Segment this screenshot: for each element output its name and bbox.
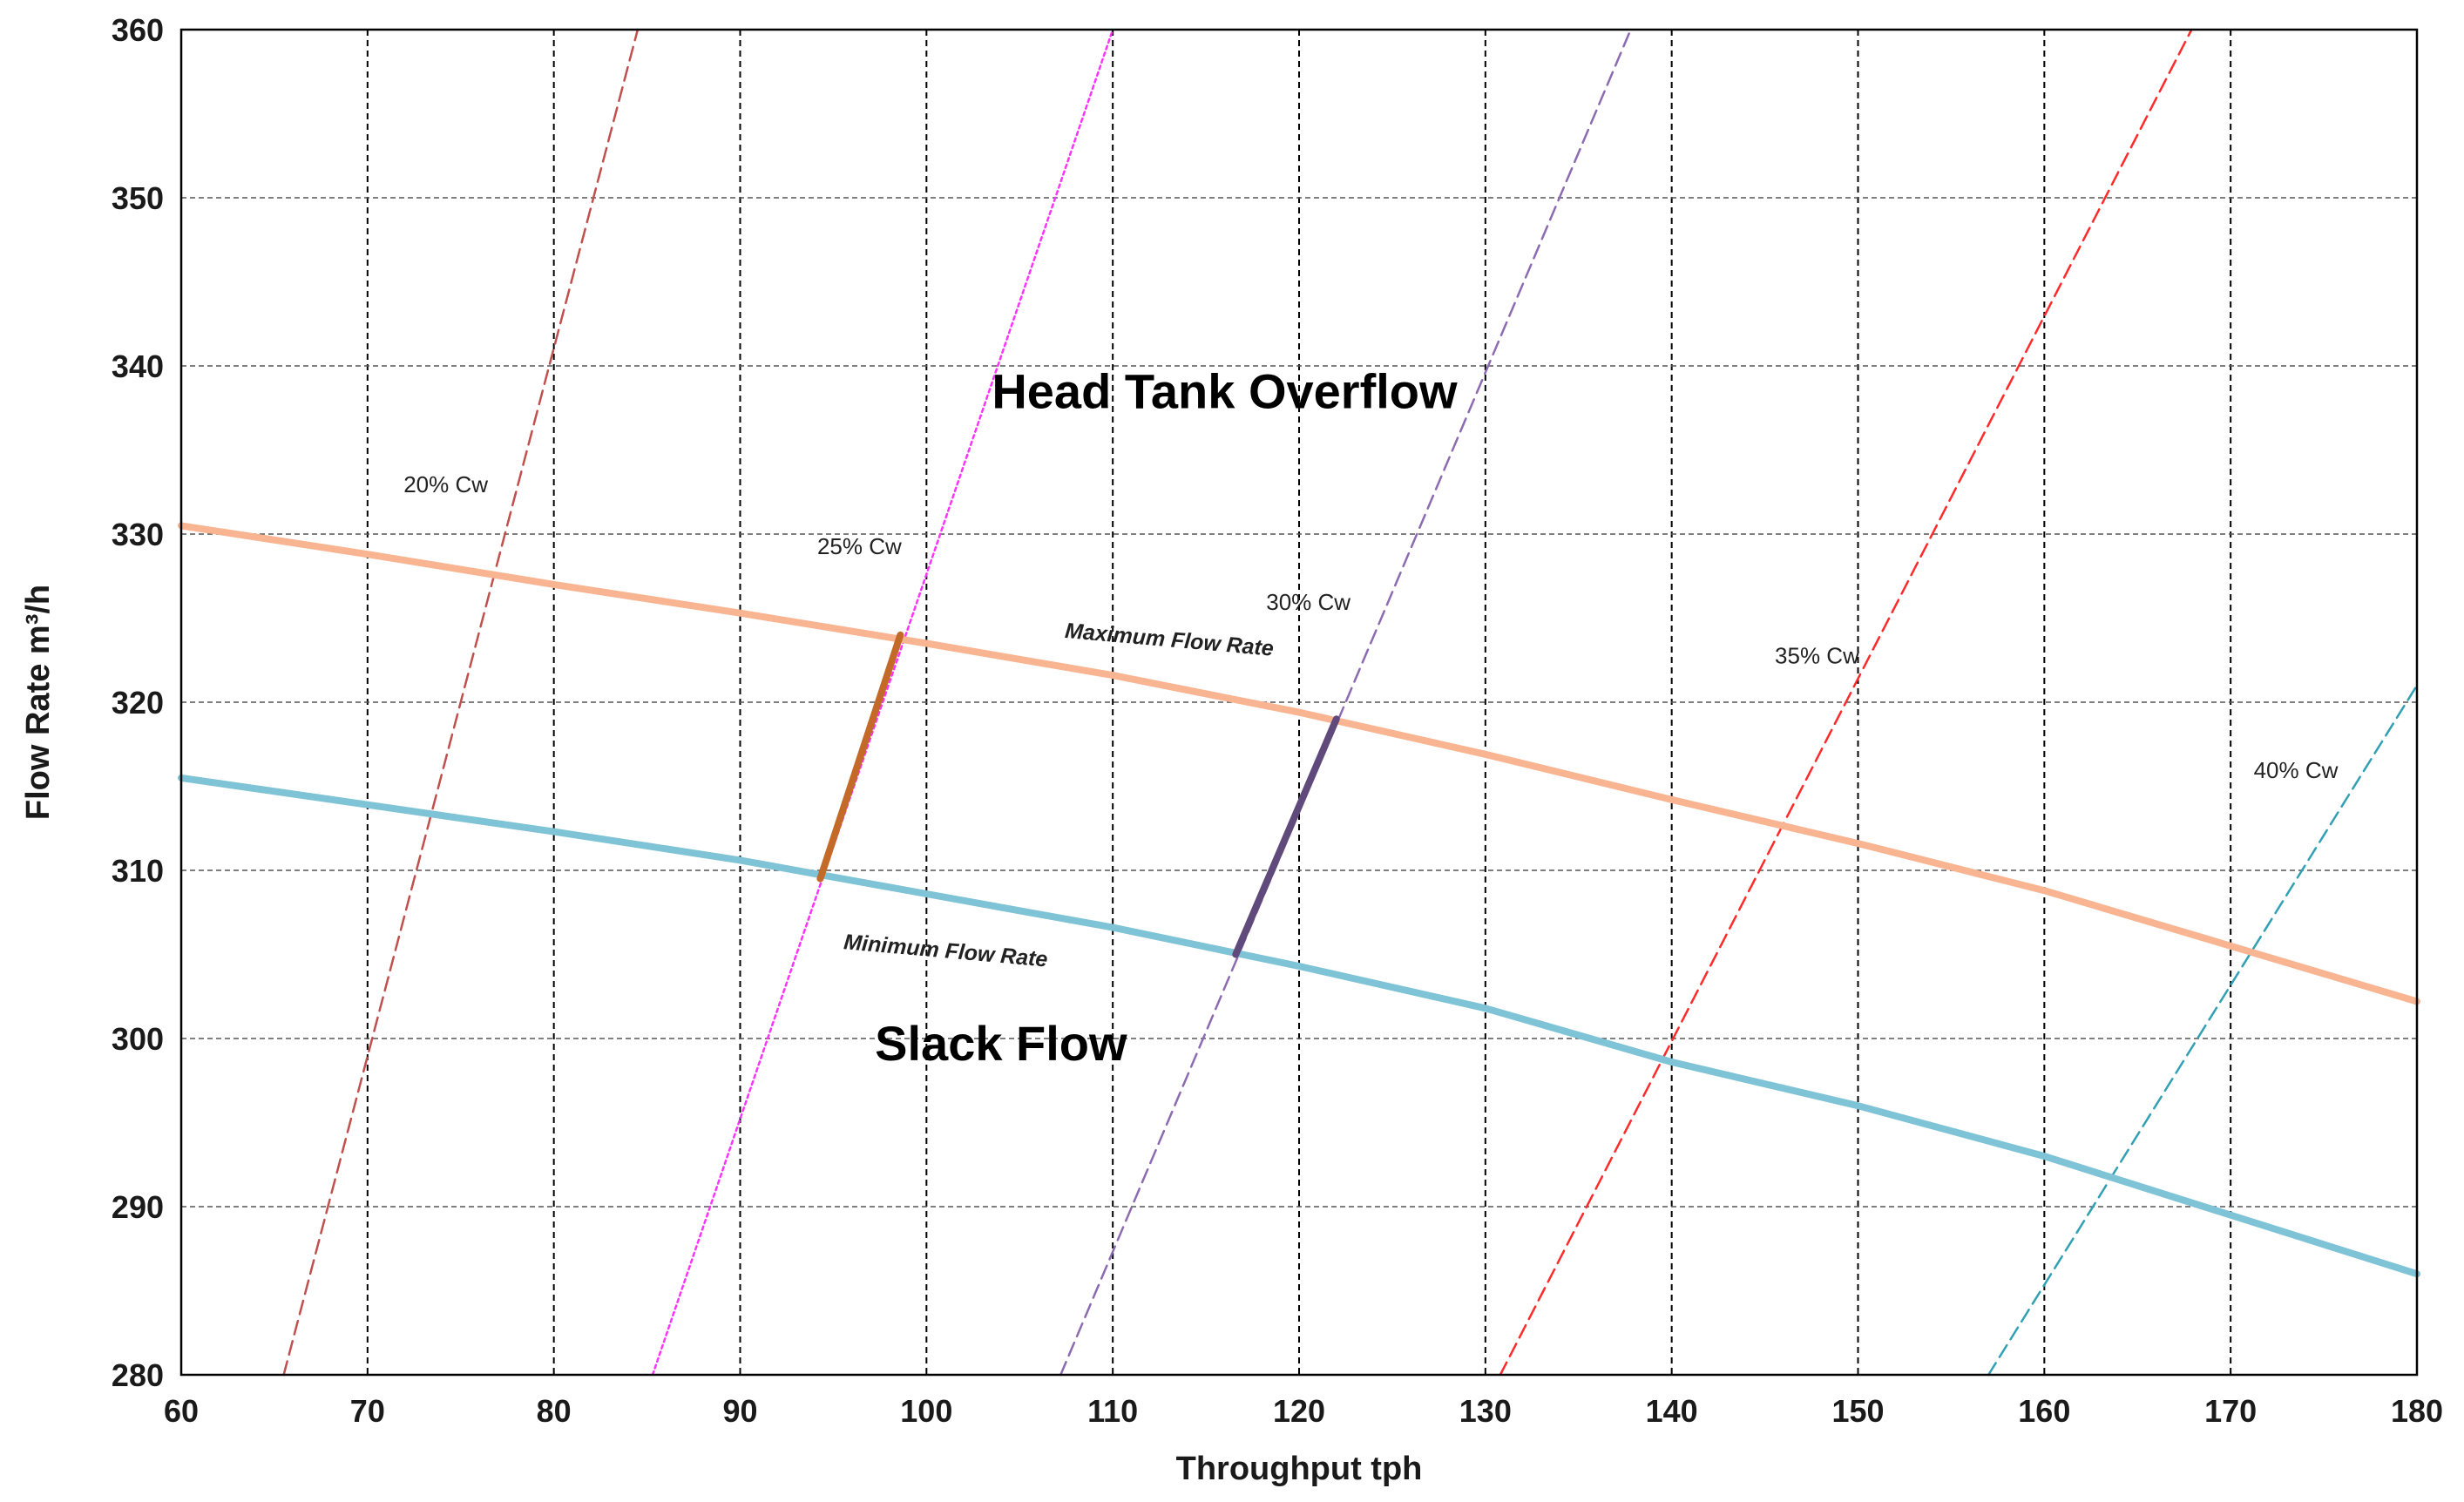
x-tick-label: 60 [164, 1393, 199, 1429]
x-tick-label: 140 [1646, 1393, 1698, 1429]
y-tick-label: 290 [112, 1189, 164, 1225]
series-25-cw [651, 28, 1114, 1377]
series-20-cw [282, 28, 640, 1377]
x-axis-title: Throughput tph [1176, 1451, 1423, 1487]
x-tick-label: 170 [2204, 1393, 2257, 1429]
x-tick-label: 150 [1831, 1393, 1884, 1429]
plot-area-border [179, 28, 2419, 1377]
series-25-cw-operating-range [816, 631, 904, 883]
x-tick-label: 180 [2391, 1393, 2443, 1429]
y-tick-label: 320 [112, 685, 164, 721]
annotation-20-cw: 20% Cw [403, 471, 488, 497]
x-tick-label: 100 [900, 1393, 952, 1429]
series-40-cw [1987, 684, 2419, 1377]
flow-curves [178, 522, 2420, 1278]
annotations: Head Tank Overflow Slack Flow Maximum Flow… [403, 363, 2338, 1071]
x-tick-label: 130 [1459, 1393, 1512, 1429]
x-tick-label: 120 [1273, 1393, 1325, 1429]
annotation-slack-flow: Slack Flow [875, 1016, 1127, 1071]
series-maximum-flow-rate [178, 522, 2420, 1005]
tick-labels: 60 70 80 90 100 110 120 130 140 150 160 170 180 280 29… [112, 12, 2443, 1429]
series-35-cw [1499, 28, 2193, 1377]
y-tick-label: 360 [112, 12, 164, 48]
y-tick-label: 350 [112, 180, 164, 216]
x-tick-label: 70 [350, 1393, 385, 1429]
series-minimum-flow-rate [178, 774, 2420, 1278]
x-tick-label: 80 [537, 1393, 572, 1429]
series-30-cw-operating-range [1232, 715, 1340, 958]
x-tick-label: 160 [2018, 1393, 2070, 1429]
x-tick-label: 90 [722, 1393, 757, 1429]
y-tick-label: 340 [112, 348, 164, 384]
annotation-25-cw: 25% Cw [817, 533, 902, 559]
y-tick-label: 280 [112, 1357, 164, 1393]
annotation-40-cw: 40% Cw [2254, 757, 2339, 783]
annotation-30-cw: 30% Cw [1266, 589, 1350, 615]
series-30-cw [1059, 28, 1632, 1377]
cw-lines [282, 28, 2419, 1377]
annotation-35-cw: 35% Cw [1775, 643, 1859, 669]
y-axis-title: Flow Rate m³/h [20, 585, 57, 820]
annotation-minimum-flow-rate: Minimum Flow Rate [843, 930, 1048, 971]
annotation-head-tank-overflow: Head Tank Overflow [992, 363, 1458, 418]
y-tick-label: 330 [112, 517, 164, 552]
grid [181, 30, 2417, 1375]
y-tick-label: 310 [112, 853, 164, 889]
x-tick-label: 110 [1087, 1393, 1138, 1429]
annotation-maximum-flow-rate: Maximum Flow Rate [1064, 619, 1275, 661]
y-tick-label: 300 [112, 1021, 164, 1057]
